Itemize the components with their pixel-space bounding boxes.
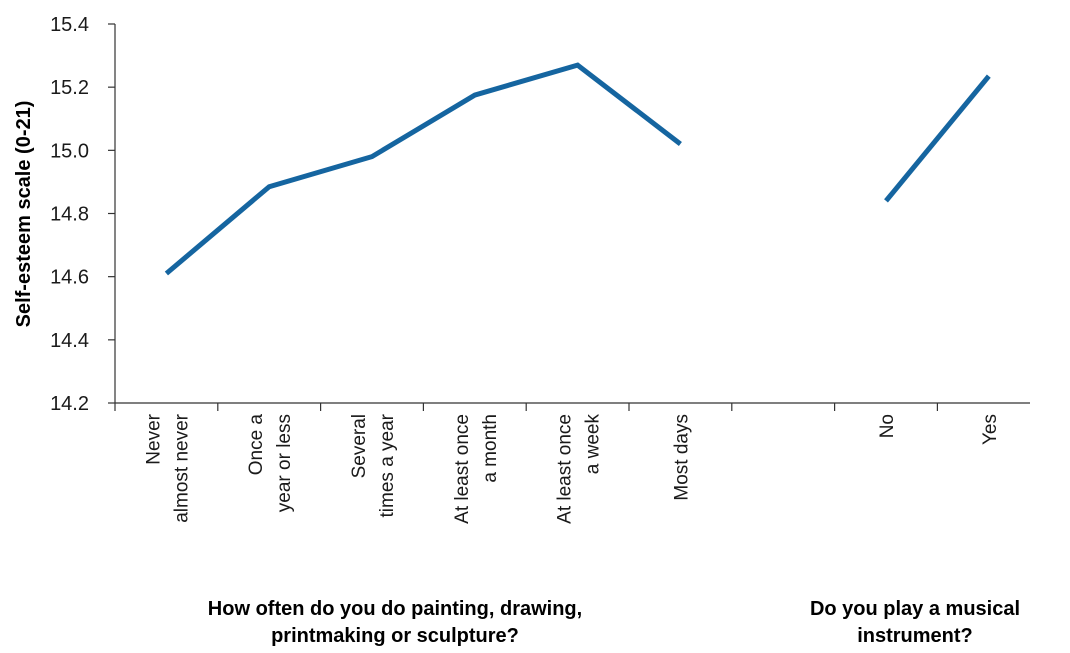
group-title-instrument: Do you play a musical instrument? bbox=[760, 596, 1070, 650]
x-category-label: At least once bbox=[555, 414, 576, 524]
y-tick-label: 14.8 bbox=[50, 204, 89, 226]
group-title-painting: How often do you do painting, drawing, p… bbox=[120, 596, 670, 650]
x-category-label: Yes bbox=[980, 414, 1001, 445]
x-category-label: Most days bbox=[671, 414, 692, 501]
group-title-instrument-line-1: Do you play a musical bbox=[809, 598, 1021, 620]
x-category-label: Several bbox=[349, 414, 370, 478]
x-category-label: a month bbox=[480, 414, 501, 483]
x-category-label: Once a bbox=[246, 414, 267, 476]
x-category-label: Never bbox=[143, 413, 164, 464]
y-tick-label: 15.0 bbox=[50, 140, 89, 162]
y-tick-label: 15.4 bbox=[50, 14, 89, 36]
x-category-label: At least once bbox=[452, 414, 473, 524]
y-tick-label: 14.2 bbox=[50, 393, 89, 415]
category-labels: Never almost never Once a year or less Sever… bbox=[143, 413, 1000, 524]
x-category-label: almost never bbox=[171, 413, 192, 522]
series-line-group-1 bbox=[164, 62, 682, 276]
y-axis: 14.2 14.4 14.6 14.8 15.0 15.2 15.4 bbox=[50, 14, 116, 415]
y-tick-label: 15.2 bbox=[50, 77, 89, 99]
group-title-painting-line-1: How often do you do painting, drawing, bbox=[207, 598, 583, 620]
series-line-group-2 bbox=[884, 74, 991, 203]
group-title-painting-line-2: printmaking or sculpture? bbox=[271, 625, 519, 647]
series-lines bbox=[164, 62, 991, 276]
x-category-label: No bbox=[877, 414, 898, 438]
group-title-instrument-line-2: instrument? bbox=[857, 625, 973, 647]
y-axis-label: Self-esteem scale (0-21) bbox=[13, 101, 35, 328]
x-axis bbox=[114, 402, 1030, 411]
y-tick-label: 14.6 bbox=[50, 267, 89, 289]
x-category-label: a week bbox=[583, 414, 604, 475]
x-category-label: year or less bbox=[274, 414, 295, 512]
y-tick-label: 14.4 bbox=[50, 330, 89, 352]
x-category-label: times a year bbox=[377, 413, 398, 517]
